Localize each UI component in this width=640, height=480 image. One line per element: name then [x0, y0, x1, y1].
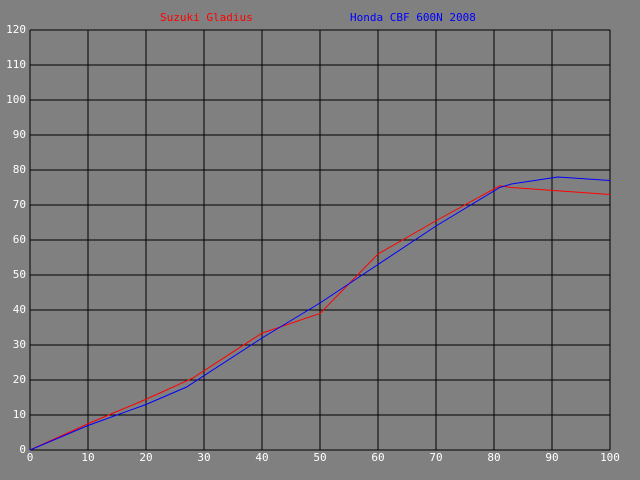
x-tick-label: 20 — [139, 451, 152, 464]
y-tick-label: 80 — [13, 163, 26, 176]
y-tick-label: 40 — [13, 303, 26, 316]
y-tick-label: 0 — [19, 443, 26, 456]
legend-label: Honda CBF 600N 2008 — [350, 11, 476, 24]
y-tick-label: 20 — [13, 373, 26, 386]
x-tick-label: 100 — [600, 451, 620, 464]
y-tick-label: 10 — [13, 408, 26, 421]
x-tick-label: 40 — [255, 451, 268, 464]
y-tick-label: 110 — [6, 58, 26, 71]
x-tick-label: 90 — [545, 451, 558, 464]
x-tick-label: 0 — [27, 451, 34, 464]
x-tick-label: 50 — [313, 451, 326, 464]
x-tick-label: 60 — [371, 451, 384, 464]
y-tick-label: 120 — [6, 23, 26, 36]
y-tick-label: 90 — [13, 128, 26, 141]
line — [29, 176, 611, 451]
legend-label: Suzuki Gladius — [160, 11, 253, 24]
x-tick-label: 70 — [429, 451, 442, 464]
y-tick-label: 70 — [13, 198, 26, 211]
y-tick-label: 100 — [6, 93, 26, 106]
x-tick-label: 30 — [197, 451, 210, 464]
y-tick-label: 50 — [13, 268, 26, 281]
x-tick-label: 10 — [81, 451, 94, 464]
y-tick-label: 60 — [13, 233, 26, 246]
x-tick-label: 80 — [487, 451, 500, 464]
y-tick-label: 30 — [13, 338, 26, 351]
